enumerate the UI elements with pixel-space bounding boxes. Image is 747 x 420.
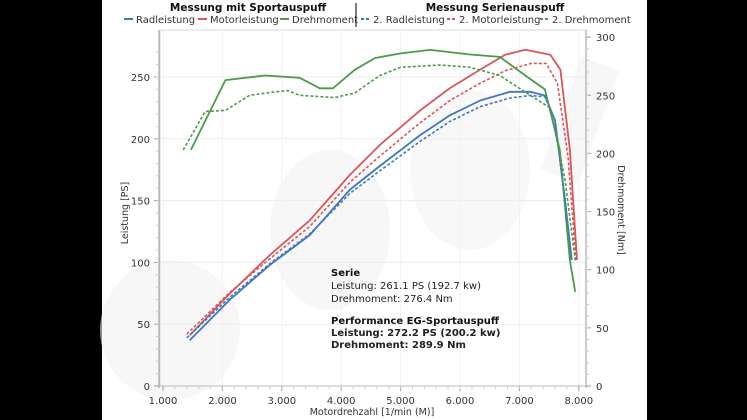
y-right-tick: 250 xyxy=(596,91,615,102)
legend-label: Radleistung xyxy=(136,15,195,26)
x-tick: 5.000 xyxy=(386,396,415,407)
legend-group1-title: Messung mit Sportauspuff xyxy=(170,2,327,14)
annotation-perf-power: Leistung: 272.2 PS (200.2 kw) xyxy=(331,328,500,339)
watermark xyxy=(100,56,620,400)
x-tick: 3.000 xyxy=(267,396,296,407)
series-line xyxy=(186,94,573,339)
y-right-tick: 300 xyxy=(596,33,615,44)
annotation-perf-torque: Drehmoment: 289.9 Nm xyxy=(331,340,466,351)
series-line xyxy=(190,49,577,292)
y-left-tick: 150 xyxy=(131,197,150,208)
y-left-tick: 200 xyxy=(131,135,150,146)
legend-label: 2. Radleistung xyxy=(373,15,445,26)
x-tick: 2.000 xyxy=(208,396,237,407)
legend: Radleistung Motorleistung Drehmoment 2. Rad… xyxy=(124,15,631,26)
y-left-tick: 0 xyxy=(144,382,150,393)
legend-item: 2. Drehmoment xyxy=(540,15,631,26)
legend-item: 2. Radleistung xyxy=(361,15,445,26)
y-right-tick: 50 xyxy=(596,324,609,335)
y-right-tick: 0 xyxy=(596,382,602,393)
legend-label: Motorleistung xyxy=(210,15,279,26)
series-line xyxy=(186,62,577,335)
series-line xyxy=(182,64,576,261)
legend-label: 2. Motorleistung xyxy=(459,15,540,26)
x-tick: 8.000 xyxy=(564,396,593,407)
x-tick: 7.000 xyxy=(505,396,534,407)
x-tick: 1.000 xyxy=(149,396,178,407)
annotation-serie-title: Serie xyxy=(331,268,360,279)
x-tick: 6.000 xyxy=(446,396,475,407)
legend-item: Motorleistung xyxy=(198,15,279,26)
series-lines xyxy=(182,48,578,341)
legend-label: 2. Drehmoment xyxy=(552,15,631,26)
y-right-axis-label: Drehmoment [Nm] xyxy=(615,165,626,255)
legend-item: 2. Motorleistung xyxy=(447,15,540,26)
legend-item: Radleistung xyxy=(124,15,195,26)
x-axis-label: Motordrehzahl [1/min (M)] xyxy=(310,407,435,418)
y-left-tick: 250 xyxy=(131,73,150,84)
tick-labels: 0 50 100 150 200 250 0 50 100 150 200 250 300 1.000 2.… xyxy=(131,33,615,407)
legend-group2-title: Messung Serienauspuff xyxy=(426,2,565,14)
annotation-perf-title: Performance EG-Sportauspuff xyxy=(331,316,500,327)
y-right-tick: 150 xyxy=(596,208,615,219)
series-line xyxy=(189,48,578,336)
y-left-tick: 50 xyxy=(137,320,150,331)
y-right-tick: 100 xyxy=(596,266,615,277)
annotation-box: Serie Leistung: 261.1 PS (192.7 kw) Dreh… xyxy=(331,268,500,351)
y-left-axis-label: Leistung [PS] xyxy=(120,182,131,245)
y-left-tick: 100 xyxy=(131,258,150,269)
legend-item: Drehmoment xyxy=(280,15,358,26)
legend-label: Drehmoment xyxy=(292,15,358,26)
x-tick: 4.000 xyxy=(327,396,356,407)
y-right-tick: 200 xyxy=(596,149,615,160)
annotation-serie-power: Leistung: 261.1 PS (192.7 kw) xyxy=(331,281,481,292)
annotation-serie-torque: Drehmoment: 276.4 Nm xyxy=(331,294,453,305)
